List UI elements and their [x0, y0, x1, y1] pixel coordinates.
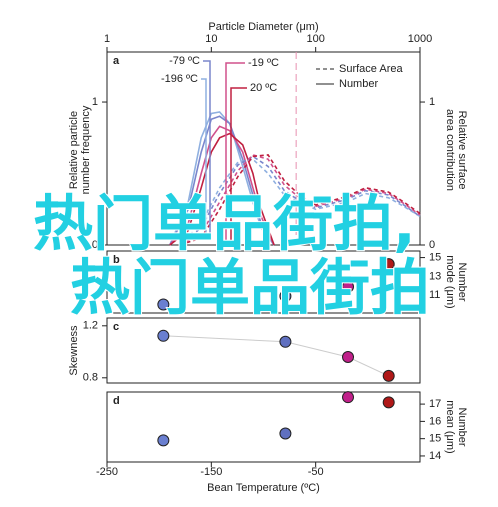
x-tick-label: -150 — [200, 466, 222, 478]
y-axis-label: Skewness — [68, 325, 80, 376]
point — [342, 280, 355, 293]
point — [342, 391, 355, 404]
x-axis-label: Bean Temperature (ºC) — [207, 482, 320, 494]
y-tick-label: 15 — [429, 433, 441, 445]
panel-label: b — [113, 254, 120, 266]
x-tick-label: 100 — [306, 33, 324, 45]
plot-frame — [106, 51, 421, 246]
legend-label: Surface Area — [339, 63, 403, 75]
point — [382, 258, 395, 271]
legend-label: Number — [339, 78, 378, 90]
point — [279, 290, 292, 303]
series-line — [169, 111, 275, 246]
y-tick-label: 13 — [429, 270, 441, 282]
y-tick-label: 1.2 — [83, 320, 98, 332]
panel-label: a — [113, 55, 120, 67]
series-line — [169, 115, 275, 246]
annotation-leader — [225, 62, 245, 240]
point — [157, 298, 170, 311]
overlay-text: 热门单品街拍 — [70, 254, 430, 324]
y-axis-label: Relative surface — [456, 111, 468, 190]
plot-frame — [106, 317, 421, 384]
y-axis-label: Number — [456, 262, 468, 301]
x-tick-label: 1 — [104, 33, 110, 45]
y2-tick-label: 0 — [429, 239, 435, 251]
y-tick-label: 17 — [429, 398, 441, 410]
annotation-leader — [203, 60, 211, 240]
series-line — [169, 132, 275, 246]
fit-line — [163, 335, 389, 377]
point — [157, 434, 170, 447]
y-axis-label: number frequency — [80, 105, 92, 194]
y-tick-label: 0.8 — [83, 372, 98, 384]
y-tick-label: 15 — [429, 251, 441, 263]
x-axis-label: Particle Diameter (μm) — [208, 21, 318, 33]
y-axis-label: area contribution — [444, 109, 456, 191]
x-tick-label: 10 — [205, 33, 217, 45]
series-line — [179, 154, 421, 246]
series-line — [179, 155, 421, 246]
annotation: -19 ºC — [248, 57, 279, 69]
y-axis-label: mean (μm) — [444, 400, 456, 453]
point — [157, 329, 170, 342]
y-tick-label: 16 — [429, 415, 441, 427]
y-axis-label: Number — [456, 407, 468, 446]
overlay-text: 热门单品街拍, — [33, 190, 416, 260]
panel-label: c — [113, 321, 119, 333]
point — [382, 396, 395, 409]
point — [279, 335, 292, 348]
point — [382, 369, 395, 382]
annotation: 20 ºC — [250, 82, 277, 94]
annotation-leader — [201, 78, 207, 240]
x-tick-label: -250 — [96, 466, 118, 478]
y-tick-label: 14 — [429, 450, 441, 462]
y-axis-label: mode (μm) — [444, 255, 456, 308]
plot-frame — [106, 391, 421, 463]
x-tick-label: 1000 — [408, 33, 432, 45]
point — [279, 427, 292, 440]
point — [342, 351, 355, 363]
y2-tick-label: 1 — [429, 96, 435, 108]
y-tick-label: 11 — [429, 289, 440, 301]
y-tick-label: 0 — [92, 239, 98, 251]
x-tick-label: -50 — [308, 466, 324, 478]
series-line — [179, 153, 421, 246]
series-line — [169, 125, 275, 246]
panel-label: d — [113, 395, 120, 407]
annotation: -196 ºC — [161, 73, 198, 85]
plot-frame — [106, 250, 421, 314]
annotation: -79 ºC — [169, 55, 200, 67]
y-axis-label: Relative particle — [68, 111, 80, 189]
y-tick-label: 1 — [92, 96, 98, 108]
annotation-leader — [230, 87, 247, 240]
